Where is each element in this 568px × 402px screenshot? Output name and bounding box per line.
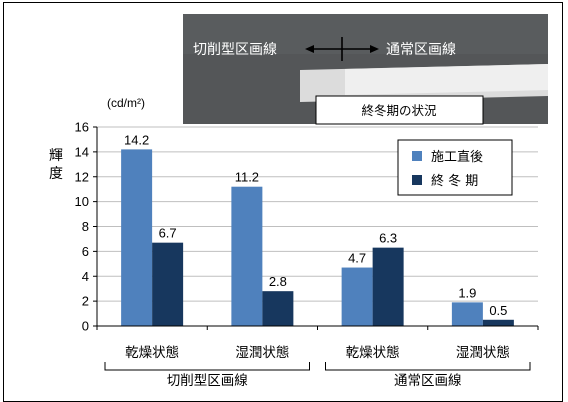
x-category-label: 乾燥状態: [346, 345, 400, 361]
x-category-label: 湿潤状態: [235, 345, 289, 361]
bar-series-2-category-3: [372, 247, 404, 326]
double-arrow-icon: [305, 37, 379, 61]
x-category-label: 乾燥状態: [125, 345, 179, 361]
y-tick-label: 14: [75, 144, 89, 159]
photo-inset: 終冬期の状況 切削型区画線 通常区画線: [183, 14, 548, 125]
data-label-series-1-category-3: 4.7: [348, 251, 366, 266]
bar-series-2-category-1: [152, 242, 184, 326]
legend-label-series-1: 施工直後: [431, 150, 483, 165]
y-axis-unit: (cd/m²): [107, 96, 145, 110]
data-label-series-2-category-2: 2.8: [269, 274, 287, 289]
y-tick-label: 16: [75, 120, 89, 135]
y-tick-label: 0: [82, 319, 89, 334]
group-labels: 切削型区画線 通常区画線: [104, 362, 531, 387]
y-tick-label: 10: [75, 194, 89, 209]
y-tick-label: 8: [82, 219, 89, 234]
bar-series-2-category-2: [262, 291, 294, 326]
bar-series-1-category-1: [121, 149, 153, 326]
legend-swatch-series-1: [412, 151, 422, 161]
road-photo-texture: [183, 14, 548, 54]
legend: 施工直後 終 冬 期: [397, 139, 513, 196]
bars: [121, 149, 514, 326]
bar-series-1-category-2: [231, 186, 263, 326]
legend-box: [397, 139, 513, 196]
x-group-label: 通常区画線: [394, 373, 462, 387]
y-tick-label: 4: [82, 269, 89, 284]
legend-swatch-series-2: [412, 175, 422, 185]
photo-caption-box: [315, 95, 484, 125]
x-group-label: 切削型区画線: [167, 373, 248, 387]
data-label-series-2-category-1: 6.7: [159, 226, 177, 241]
y-tick-label: 6: [82, 244, 89, 259]
group-bracket: [104, 362, 310, 371]
y-axis-ticks: 0 2 4 6 8 10 12 14 16: [75, 120, 97, 334]
photo-caption: 終冬期の状況: [361, 103, 437, 118]
axes: [96, 127, 539, 330]
y-axis-label-char-2: 度: [49, 166, 63, 182]
data-label-series-1-category-4: 1.9: [458, 285, 476, 300]
bar-series-2-category-4: [482, 319, 514, 326]
data-labels: 14.2 11.2 4.7 1.9 6.7 2.8 6.3 0.5: [124, 132, 507, 317]
y-axis-label-char-1: 輝: [49, 148, 63, 164]
legend-label-series-2: 終 冬 期: [431, 173, 478, 189]
category-labels: 乾燥状態 湿潤状態 乾燥状態 湿潤状態: [125, 345, 510, 361]
data-label-series-2-category-4: 0.5: [489, 303, 507, 318]
photo-left-label: 切削型区画線: [193, 42, 277, 58]
y-tick-label: 2: [82, 294, 89, 309]
x-category-label: 湿潤状態: [456, 345, 510, 361]
group-bracket: [325, 362, 531, 371]
photo-right-label: 通常区画線: [386, 42, 456, 58]
bar-series-1-category-3: [341, 267, 373, 326]
data-label-series-2-category-3: 6.3: [379, 231, 397, 246]
lane-marking-stripe-right: [345, 64, 548, 95]
bar-series-1-category-4: [451, 302, 483, 326]
data-label-series-1-category-1: 14.2: [124, 132, 149, 147]
y-tick-label: 12: [75, 169, 89, 184]
data-label-series-1-category-2: 11.2: [235, 170, 259, 185]
bar-chart: 終冬期の状況 切削型区画線 通常区画線 (cd/m²) 輝 度 0 2 4 6 8 10 1…: [49, 14, 548, 387]
